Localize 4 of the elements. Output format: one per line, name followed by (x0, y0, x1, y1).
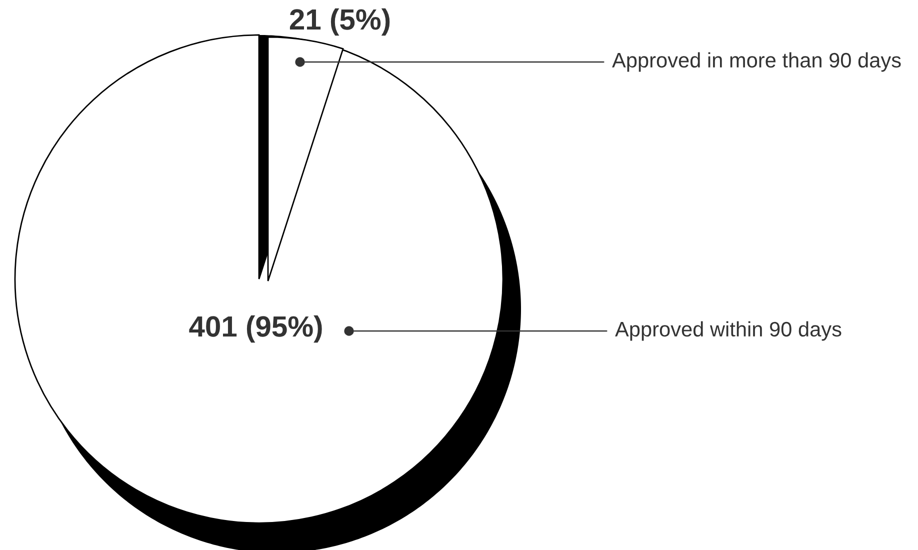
data-label: 21 (5%) (290, 8, 390, 36)
data-label: 401 (95%) (189, 315, 322, 343)
slice-label: Approved in more than 90 days (612, 52, 901, 72)
slice-label: Approved within 90 days (615, 321, 842, 341)
